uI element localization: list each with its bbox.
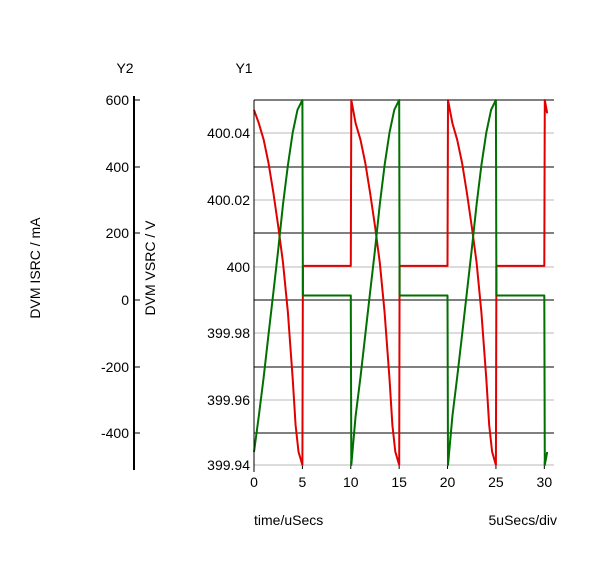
y2-tick-label: 600 [106,92,130,108]
y1-tick-label: 400 [227,259,251,275]
y2-axis-label: DVM ISRC / mA [27,217,43,319]
x-axis-label: time/uSecs [254,512,323,528]
y1-tick-label: 399.98 [207,325,250,341]
x-tick-label: 10 [343,474,359,490]
x-tick-label: 0 [250,474,258,490]
y2-axis-title: Y2 [116,60,133,76]
x-tick-label: 25 [488,474,504,490]
isrc-trace-green [253,99,549,466]
y2-tick-label: 0 [121,292,129,308]
y2-tick-label: -400 [101,425,129,441]
y1-axis-label: DVM VSRC / V [142,220,158,316]
plot-grid [254,99,554,466]
y2-tick-label: -200 [101,359,129,375]
y2-tick-label: 200 [106,225,130,241]
y1-tick-label: 399.94 [207,457,250,473]
vsrc-trace-red [253,99,549,466]
y1-tick-label: 399.96 [207,392,250,408]
y1-axis-title: Y1 [235,60,252,76]
x-tick-label: 30 [537,474,553,490]
y1-tick-label: 400.02 [207,192,250,208]
y2-tick-label: 400 [106,159,130,175]
y1-tick-label: 400.04 [207,125,250,141]
y1-tick-labels: 400.04 400.02 400 399.98 399.96 399.94 [207,125,250,473]
x-tick-label: 5 [298,474,306,490]
x-tick-label: 15 [391,474,407,490]
y2-tick-labels: 600 400 200 0 -200 -400 [101,92,140,441]
x-scale-label: 5uSecs/div [489,512,557,528]
series-traces [253,99,549,466]
x-tick-label: 20 [440,474,456,490]
